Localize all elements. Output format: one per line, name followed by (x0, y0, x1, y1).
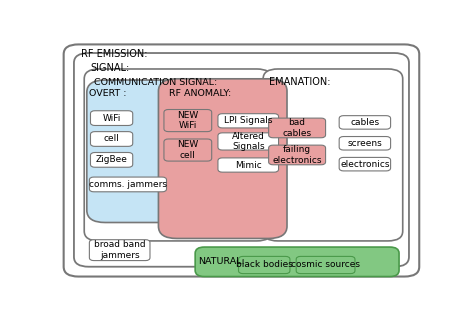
Text: bad
cables: bad cables (283, 118, 312, 137)
FancyBboxPatch shape (164, 139, 212, 161)
FancyBboxPatch shape (296, 256, 355, 274)
FancyBboxPatch shape (339, 137, 391, 150)
Text: SIGNAL:: SIGNAL: (91, 63, 130, 73)
Text: Mimic: Mimic (235, 160, 262, 169)
Text: RF EMISSION:: RF EMISSION: (81, 49, 147, 59)
Text: Altered
Signals: Altered Signals (232, 132, 264, 151)
Text: screens: screens (347, 139, 382, 148)
FancyBboxPatch shape (218, 133, 279, 150)
FancyBboxPatch shape (87, 80, 191, 223)
Text: cables: cables (350, 118, 380, 127)
Text: comms. jammers: comms. jammers (89, 180, 167, 189)
FancyBboxPatch shape (269, 118, 326, 138)
Text: COMMUNICATION SIGNAL:: COMMUNICATION SIGNAL: (94, 78, 218, 87)
FancyBboxPatch shape (195, 247, 399, 277)
Text: NEW
cell: NEW cell (177, 140, 199, 160)
FancyBboxPatch shape (64, 44, 419, 277)
Text: RF ANOMALY:: RF ANOMALY: (169, 89, 231, 98)
Text: EMANATION:: EMANATION: (269, 78, 330, 87)
Text: LPI Signals: LPI Signals (224, 116, 273, 125)
FancyBboxPatch shape (90, 177, 166, 192)
Text: NEW
WiFi: NEW WiFi (177, 111, 199, 130)
FancyBboxPatch shape (158, 79, 287, 239)
Text: NATURAL:: NATURAL: (198, 257, 245, 266)
FancyBboxPatch shape (84, 69, 272, 241)
Text: broad band
jammers: broad band jammers (94, 241, 146, 260)
Text: cosmic sources: cosmic sources (291, 261, 360, 270)
Text: WiFi: WiFi (102, 114, 121, 122)
FancyBboxPatch shape (164, 109, 212, 132)
FancyBboxPatch shape (90, 240, 150, 261)
FancyBboxPatch shape (91, 132, 133, 146)
FancyBboxPatch shape (339, 157, 391, 171)
FancyBboxPatch shape (269, 145, 326, 165)
FancyBboxPatch shape (218, 114, 279, 128)
FancyBboxPatch shape (339, 116, 391, 129)
Text: failing
electronics: failing electronics (273, 145, 322, 165)
Text: OVERT :: OVERT : (90, 89, 127, 98)
Text: cell: cell (104, 135, 119, 144)
Text: electronics: electronics (340, 160, 390, 169)
FancyBboxPatch shape (238, 256, 290, 274)
Text: black bodies: black bodies (236, 261, 292, 270)
Text: ZigBee: ZigBee (96, 155, 128, 164)
FancyBboxPatch shape (218, 158, 279, 172)
FancyBboxPatch shape (74, 53, 409, 267)
FancyBboxPatch shape (263, 69, 403, 241)
FancyBboxPatch shape (91, 111, 133, 125)
FancyBboxPatch shape (91, 152, 133, 167)
